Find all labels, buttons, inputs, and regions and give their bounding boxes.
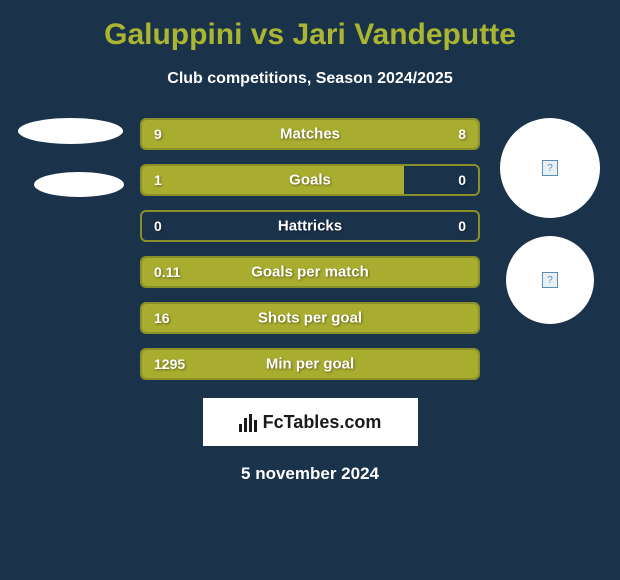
stat-value-left: 0.11 [154, 264, 180, 280]
stat-value-left: 16 [154, 310, 170, 326]
placeholder-icon: ? [542, 160, 558, 176]
left-player-col [15, 118, 125, 197]
stat-value-right: 0 [458, 218, 466, 234]
player2-avatar: ? [500, 118, 600, 218]
stat-bar-min-per-goal: 1295 Min per goal [140, 348, 480, 380]
stats-bars: 9 Matches 8 1 Goals 0 0 Hattricks 0 [140, 118, 480, 380]
bar-fill-left [142, 166, 404, 194]
stat-value-left: 1 [154, 172, 162, 188]
page-title: Galuppini vs Jari Vandeputte [0, 18, 620, 52]
stat-value-left: 1295 [154, 356, 185, 372]
player2-team-avatar: ? [506, 236, 594, 324]
right-player-col: ? ? [495, 118, 605, 324]
stat-bar-goals: 1 Goals 0 [140, 164, 480, 196]
stat-bar-shots-per-goal: 16 Shots per goal [140, 302, 480, 334]
stat-value-right: 8 [458, 126, 466, 142]
stat-label: Matches [280, 126, 340, 143]
page-subtitle: Club competitions, Season 2024/2025 [0, 70, 620, 88]
stat-value-left: 9 [154, 126, 162, 142]
footer-text: FcTables.com [263, 412, 382, 433]
main-content: 9 Matches 8 1 Goals 0 0 Hattricks 0 [0, 118, 620, 380]
stat-label: Shots per goal [258, 310, 362, 327]
fctables-logo-icon [239, 412, 257, 432]
stat-value-right: 0 [458, 172, 466, 188]
stat-label: Goals per match [251, 264, 369, 281]
stat-label: Goals [289, 172, 331, 189]
stat-bar-matches: 9 Matches 8 [140, 118, 480, 150]
date-text: 5 november 2024 [0, 464, 620, 484]
stat-value-left: 0 [154, 218, 162, 234]
footer-badge: FcTables.com [203, 398, 418, 446]
stat-bar-goals-per-match: 0.11 Goals per match [140, 256, 480, 288]
stat-label: Min per goal [266, 356, 354, 373]
stat-bar-hattricks: 0 Hattricks 0 [140, 210, 480, 242]
player1-shape-icon [18, 118, 123, 144]
player1-team-shape-icon [34, 172, 124, 197]
stat-label: Hattricks [278, 218, 342, 235]
placeholder-icon: ? [542, 272, 558, 288]
bar-fill-right [320, 120, 478, 148]
